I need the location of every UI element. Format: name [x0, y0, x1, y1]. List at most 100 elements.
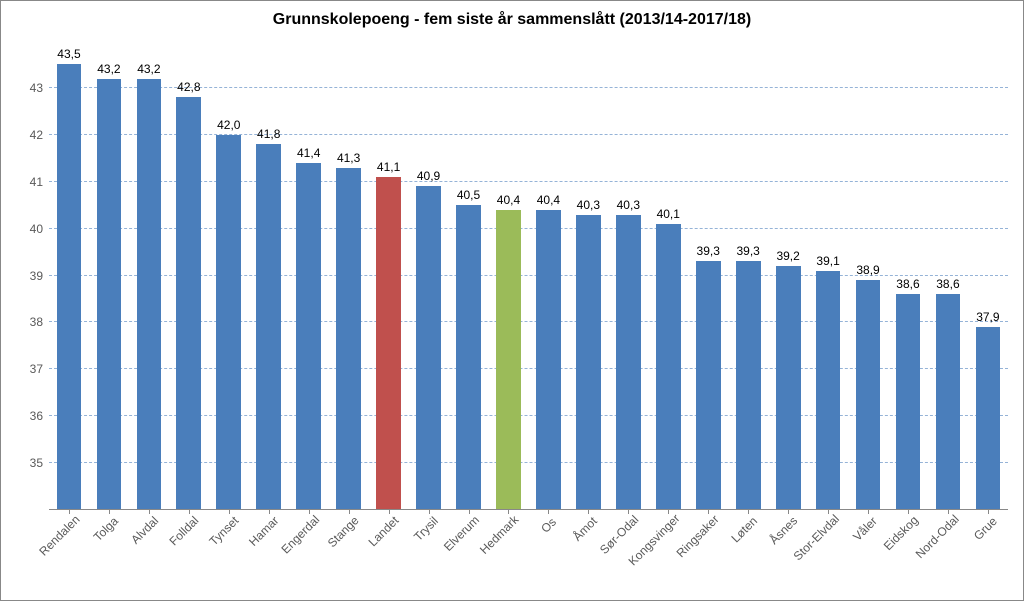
bar-value-label: 43,2 [97, 62, 120, 76]
x-tick [389, 510, 390, 514]
bar-slot: 41,8 [249, 41, 289, 510]
bar-value-label: 41,3 [337, 151, 360, 165]
bar-slot: 37,9 [968, 41, 1008, 510]
bar-slot: 38,6 [928, 41, 968, 510]
x-axis-category-label: Os [539, 515, 560, 536]
x-tick [349, 510, 350, 514]
bar-slot: 39,3 [688, 41, 728, 510]
bar-value-label: 37,9 [976, 310, 999, 324]
bar: 41,4 [296, 163, 321, 510]
x-axis-category-label: Åsnes [767, 514, 800, 547]
y-axis-tick-label: 43 [30, 81, 43, 95]
x-axis-category-label: Trysil [411, 514, 441, 544]
bar-slot: 41,1 [369, 41, 409, 510]
bar: 39,2 [776, 266, 801, 510]
y-axis-tick-label: 40 [30, 222, 43, 236]
x-axis-category-label: Folldal [166, 513, 201, 548]
bar-slot: 39,1 [808, 41, 848, 510]
bar-value-label: 39,3 [736, 244, 759, 258]
x-label-slot: Nord-Odal [928, 510, 968, 600]
bar-value-label: 40,1 [657, 207, 680, 221]
bar-value-label: 40,5 [457, 188, 480, 202]
x-label-slot: Engerdal [289, 510, 329, 600]
bar-value-label: 40,9 [417, 169, 440, 183]
x-label-slot: Grue [968, 510, 1008, 600]
x-tick [548, 510, 549, 514]
bar-value-label: 40,4 [537, 193, 560, 207]
x-axis-category-label: Åmot [571, 514, 601, 544]
y-axis-tick-label: 41 [30, 175, 43, 189]
bar-slot: 42,0 [209, 41, 249, 510]
x-label-slot: Trysil [409, 510, 449, 600]
bar-value-label: 43,2 [137, 62, 160, 76]
x-tick [269, 510, 270, 514]
x-axis-category-label: Tolga [91, 514, 121, 544]
x-axis-category-label: Løten [729, 514, 761, 546]
bar: 42,8 [176, 97, 201, 510]
bar: 40,1 [656, 224, 681, 510]
bar-slot: 43,2 [129, 41, 169, 510]
bar: 37,9 [976, 327, 1001, 510]
bar-slot: 39,3 [728, 41, 768, 510]
bar: 39,1 [816, 271, 841, 510]
x-label-slot: Elverum [449, 510, 489, 600]
bar-slot: 42,8 [169, 41, 209, 510]
y-axis-tick-label: 36 [30, 409, 43, 423]
bar: 43,2 [137, 79, 162, 510]
x-label-slot: Hedmark [488, 510, 528, 600]
bar-value-label: 39,1 [816, 254, 839, 268]
y-axis-tick-label: 42 [30, 128, 43, 142]
bar: 40,3 [616, 215, 641, 510]
y-axis-tick-label: 39 [30, 269, 43, 283]
x-label-slot: Rendalen [49, 510, 89, 600]
y-axis-tick-label: 38 [30, 315, 43, 329]
bar-chart: Grunnskolepoeng - fem siste år sammenslå… [0, 0, 1024, 601]
x-axis-labels: RendalenTolgaAlvdalFolldalTynsetHamarEng… [49, 510, 1008, 600]
x-axis-category-label: Rendalen [36, 512, 82, 558]
x-label-slot: Hamar [249, 510, 289, 600]
x-label-slot: Stange [329, 510, 369, 600]
chart-title: Grunnskolepoeng - fem siste år sammenslå… [1, 11, 1023, 29]
bar-value-label: 40,3 [577, 198, 600, 212]
x-axis-category-label: Tynset [206, 513, 241, 548]
x-label-slot: Os [528, 510, 568, 600]
bar: 38,6 [896, 294, 921, 510]
x-tick [309, 510, 310, 514]
bar-slot: 40,3 [608, 41, 648, 510]
x-label-slot: Våler [848, 510, 888, 600]
x-axis-category-label: Landet [365, 513, 401, 549]
bar-slot: 40,4 [528, 41, 568, 510]
bar-value-label: 41,4 [297, 146, 320, 160]
bar: 42,0 [216, 135, 241, 510]
x-axis-category-label: Alvdal [128, 514, 161, 547]
bar: 41,8 [256, 144, 281, 510]
bar-value-label: 43,5 [57, 47, 80, 61]
bar-value-label: 38,6 [896, 277, 919, 291]
bar-slot: 43,2 [89, 41, 129, 510]
x-label-slot: Tolga [89, 510, 129, 600]
x-axis-category-label: Stange [324, 513, 361, 550]
bar-value-label: 42,0 [217, 118, 240, 132]
y-axis-tick-label: 37 [30, 362, 43, 376]
y-axis-tick-label: 35 [30, 456, 43, 470]
bar: 43,2 [97, 79, 122, 510]
bar: 40,9 [416, 186, 441, 510]
bar-value-label: 38,9 [856, 263, 879, 277]
x-label-slot: Landet [369, 510, 409, 600]
bar-value-label: 39,2 [776, 249, 799, 263]
bar-slot: 39,2 [768, 41, 808, 510]
bar-slot: 38,9 [848, 41, 888, 510]
bar-value-label: 42,8 [177, 80, 200, 94]
bar-slot: 38,6 [888, 41, 928, 510]
bar-slot: 40,9 [409, 41, 449, 510]
bar: 38,9 [856, 280, 881, 510]
bar: 43,5 [57, 64, 82, 510]
x-label-slot: Alvdal [129, 510, 169, 600]
x-label-slot: Stor-Elvdal [808, 510, 848, 600]
bar-value-label: 40,4 [497, 193, 520, 207]
x-label-slot: Tynset [209, 510, 249, 600]
x-label-slot: Åmot [568, 510, 608, 600]
bar: 40,4 [496, 210, 521, 510]
bar-slot: 41,3 [329, 41, 369, 510]
x-tick [469, 510, 470, 514]
